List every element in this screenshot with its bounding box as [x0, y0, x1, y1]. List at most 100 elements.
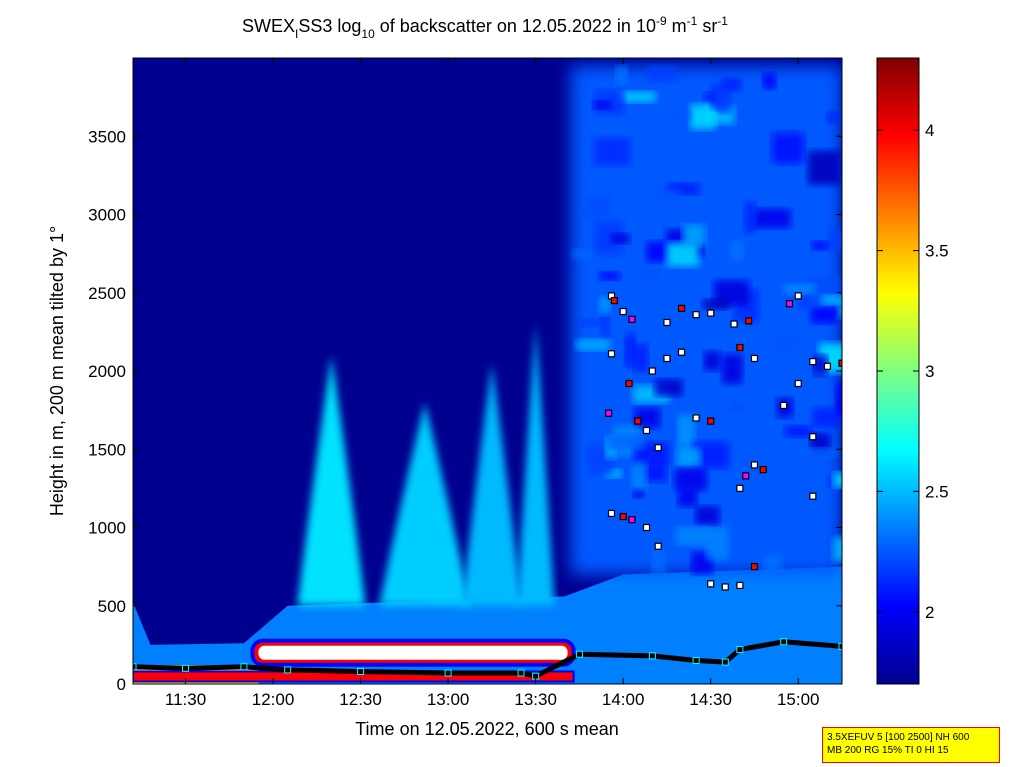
- texture-patch: [618, 91, 656, 103]
- texture-patch: [821, 294, 842, 305]
- y-tick-label: 500: [98, 597, 126, 616]
- cloud-base-marker: [745, 317, 753, 325]
- texture-patch: [810, 305, 838, 324]
- boundary-layer-marker: [182, 664, 190, 672]
- texture-patch: [675, 526, 710, 546]
- y-tick-label: 3000: [88, 206, 126, 225]
- colorbar-tick-label: 2: [925, 603, 934, 622]
- cloud-markers: [604, 292, 842, 591]
- cloud-base-marker: [785, 300, 794, 308]
- elevated-layer-core: [258, 645, 568, 660]
- x-tick-label: 12:30: [339, 690, 382, 709]
- colorbar-tick-label: 4: [925, 121, 934, 140]
- x-tick-label: 11:30: [165, 690, 206, 709]
- cloud-base-marker: [604, 409, 613, 417]
- x-axis: 11:30 12:00 12:30 13:00 13:30 14:00 14:30 15:00: [165, 58, 820, 709]
- texture-patch: [633, 344, 649, 373]
- boundary-layer-marker: [838, 642, 842, 650]
- texture-patch: [784, 283, 816, 295]
- texture-patch: [772, 132, 804, 164]
- texture-patch: [744, 202, 757, 233]
- cloud-base-marker: [692, 311, 700, 319]
- texture-patch: [812, 407, 842, 428]
- texture-patch: [832, 472, 842, 488]
- y-tick-label: 0: [117, 675, 126, 694]
- y-tick-label: 3500: [88, 127, 126, 146]
- texture-patch: [598, 296, 611, 315]
- cloud-base-marker: [607, 509, 616, 518]
- cloud-base-marker: [628, 516, 636, 524]
- cloud-base-marker: [750, 354, 759, 363]
- cloud-base-marker: [654, 542, 662, 550]
- boundary-layers: [133, 638, 842, 684]
- texture-patch: [615, 66, 628, 85]
- cloud-base-marker: [628, 315, 636, 323]
- texture-patch: [703, 351, 721, 371]
- texture-patch: [706, 526, 729, 560]
- texture-patch: [666, 242, 699, 267]
- texture-patch: [654, 378, 683, 397]
- texture-patch: [836, 382, 842, 416]
- cloud-base-marker: [619, 512, 627, 521]
- aerosol-plume: [297, 355, 366, 606]
- texture-patch: [829, 231, 842, 251]
- texture-patch: [839, 297, 842, 319]
- cloud-base-marker: [721, 583, 729, 591]
- texture-patch: [673, 111, 691, 120]
- texture-patch: [772, 334, 800, 352]
- y-axis: 0 500 1000 1500 2000 2500 3000 3500: [88, 127, 842, 694]
- texture-patch: [753, 208, 791, 229]
- cloud-base-marker: [750, 563, 759, 571]
- boundary-layer-marker: [575, 650, 583, 658]
- cloud-base-marker: [642, 426, 651, 435]
- texture-patch: [762, 72, 776, 90]
- texture-patch: [717, 92, 732, 114]
- cloud-base-marker: [677, 304, 686, 312]
- cloud-base-marker: [838, 359, 842, 367]
- cloud-base-marker: [607, 350, 616, 358]
- x-tick-label: 14:30: [689, 690, 732, 709]
- cloud-base-marker: [809, 358, 817, 366]
- texture-patch: [667, 183, 700, 195]
- boundary-layer-marker: [780, 638, 788, 646]
- settings-info-box: 3.5XEFUV 5 [100 2500] NH 600 MB 200 RG 1…: [822, 727, 1000, 763]
- boundary-layer-marker: [736, 646, 744, 654]
- y-tick-label: 2500: [88, 284, 126, 303]
- chart-title: SWEXISS3 log10 of backscatter on 12.05.2…: [242, 14, 728, 41]
- cloud-base-marker: [759, 465, 767, 474]
- texture-patch: [826, 111, 839, 123]
- texture-patch: [633, 488, 644, 499]
- texture-patch: [654, 189, 681, 203]
- colorbar: [876, 57, 920, 685]
- texture-patch: [600, 309, 611, 337]
- cloud-base-marker: [823, 362, 832, 370]
- boundary-layer-marker: [240, 663, 248, 671]
- colorbar-axis: 2 2.5 3 3.5 4: [877, 121, 949, 622]
- x-tick-label: 12:00: [252, 690, 295, 709]
- cloud-base-marker: [809, 433, 817, 441]
- texture-patch: [625, 334, 636, 368]
- cloud-base-marker: [809, 492, 817, 500]
- texture-patch: [607, 434, 644, 450]
- aerosol-plume: [379, 402, 471, 606]
- texture-patch: [839, 400, 842, 414]
- texture-patch: [730, 241, 744, 261]
- boundary-layer-marker: [444, 669, 452, 677]
- cloud-base-marker: [677, 348, 686, 356]
- cloud-base-marker: [642, 523, 651, 532]
- cloud-base-marker: [742, 472, 750, 480]
- y-axis-title: Height in m, 200 m mean tilted by 1°: [47, 226, 67, 516]
- boundary-layer-marker: [284, 666, 292, 674]
- cloud-base-marker: [780, 401, 788, 410]
- texture-patch: [833, 537, 842, 562]
- texture-patch: [702, 299, 731, 310]
- texture-patch: [599, 271, 620, 281]
- boundary-layer-marker: [692, 657, 700, 665]
- texture-patch: [572, 248, 595, 260]
- cloud-base-marker: [794, 379, 802, 388]
- texture-patch: [610, 233, 630, 244]
- y-tick-label: 1000: [88, 519, 126, 538]
- cloud-base-marker: [625, 379, 633, 388]
- colorbar-tick-label: 3: [925, 362, 934, 381]
- cloud-base-marker: [663, 318, 671, 327]
